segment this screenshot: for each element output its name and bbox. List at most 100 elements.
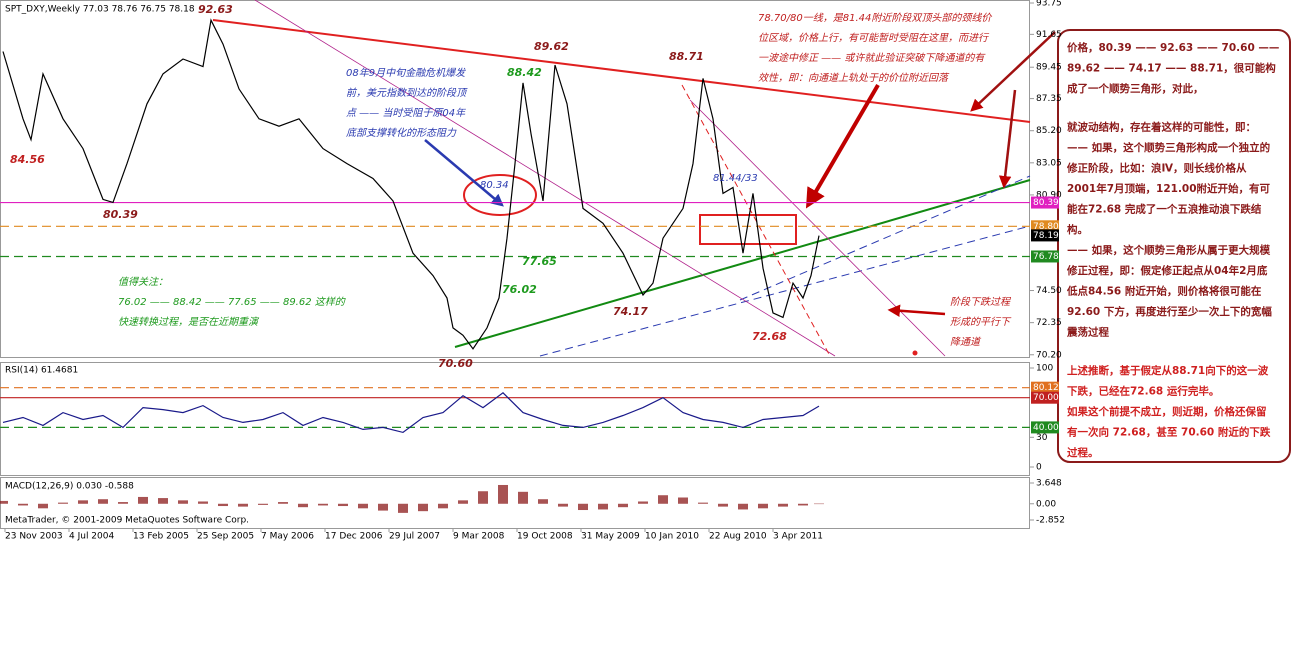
side-text: 89.62 —— 74.17 —— 88.71，很可能构	[1067, 62, 1276, 75]
highlight-ellipse	[463, 174, 537, 216]
macd-bar	[138, 496, 148, 504]
arrow	[805, 83, 880, 209]
macd-bar	[438, 503, 448, 509]
macd-bar	[318, 503, 328, 506]
channel-line	[539, 225, 1031, 357]
y-tick-label: 85.20	[1036, 126, 1062, 136]
arrow	[970, 31, 1056, 112]
macd-bar	[498, 484, 508, 504]
rsi-title: RSI(14) 61.4681	[5, 366, 78, 376]
x-tick-label: 13 Feb 2005	[133, 532, 189, 542]
x-tick-label: 7 May 2006	[261, 532, 314, 542]
x-tick-label: 10 Jan 2010	[645, 532, 699, 542]
y-tick-label: 30	[1036, 433, 1048, 443]
macd-bar	[298, 503, 308, 508]
price-label: 74.17	[613, 305, 648, 318]
side-text: 震荡过程	[1066, 326, 1109, 339]
annotation: 一波途中修正 —— 或许就此验证突破下降通道的有	[758, 52, 986, 64]
annotation: 快速转换过程，是否在近期重演	[118, 316, 260, 328]
level-label: 70.00	[1033, 393, 1059, 403]
macd-bar	[198, 501, 208, 504]
x-tick-label: 23 Nov 2003	[5, 532, 63, 542]
macd-bar	[618, 503, 628, 508]
macd-bar	[278, 502, 288, 504]
y-tick-label: -2.852	[1036, 516, 1065, 526]
side-text: 能在72.68 完成了一个五浪推动浪下跌结	[1067, 203, 1262, 216]
annotation: 78.70/80一线，是81.44附近阶段双顶头部的颈线价	[758, 12, 992, 24]
macd-bar	[814, 503, 824, 505]
x-tick-label: 25 Sep 2005	[197, 532, 254, 542]
x-tick-label: 19 Oct 2008	[517, 532, 573, 542]
annotation: 08年9月中旬金融危机爆发	[346, 67, 466, 79]
x-tick-label: 3 Apr 2011	[773, 532, 823, 542]
macd-bar	[58, 502, 68, 504]
x-tick-label: 9 Mar 2008	[453, 532, 505, 542]
side-text: 过程。	[1067, 446, 1099, 459]
level-label: 80.39	[1033, 198, 1059, 208]
side-text: —— 如果，这个顺势三角形构成一个独立的	[1067, 141, 1270, 154]
y-tick-label: 87.35	[1036, 94, 1062, 104]
macd-bar	[738, 503, 748, 510]
macd-bar	[718, 503, 728, 507]
side-text: —— 如果，这个顺势三角形从属于更大规模	[1067, 244, 1271, 257]
annotation: 点 —— 当时受阻于原04年	[346, 107, 466, 119]
macd-bar	[458, 500, 468, 504]
y-tick-label: 83.05	[1036, 158, 1062, 168]
macd-bar	[598, 503, 608, 510]
macd-bar	[178, 500, 188, 504]
level-tag	[1031, 229, 1059, 242]
channel-line	[689, 99, 946, 357]
macd-bar	[78, 500, 88, 504]
annotation: 前，美元指数到达的阶段顶	[346, 87, 468, 99]
side-text: 92.60 下方，再度进行至少一次上下的宽幅	[1067, 305, 1272, 318]
support-line	[454, 179, 1031, 348]
chart-title: SPT_DXY,Weekly 77.03 78.76 76.75 78.18	[5, 5, 195, 15]
price-line	[2, 18, 820, 350]
resistance-line	[212, 19, 1031, 123]
macd-bar	[118, 502, 128, 504]
side-text: 构。	[1067, 223, 1088, 236]
price-line	[2, 392, 820, 434]
y-tick-label: 70.20	[1036, 350, 1062, 360]
macd-bar	[238, 503, 248, 507]
y-tick-label: 3.648	[1036, 479, 1062, 489]
side-panel	[1057, 29, 1291, 463]
price-label: 88.42	[507, 66, 542, 79]
y-tick-label: 100	[1036, 364, 1053, 374]
price-label: 92.63	[198, 3, 233, 16]
price-label: 89.62	[534, 40, 569, 53]
macd-bar	[578, 503, 588, 511]
level-label: 40.00	[1033, 423, 1059, 433]
y-tick-label: 72.35	[1036, 318, 1062, 328]
macd-bar	[418, 503, 428, 512]
macd-bar	[398, 503, 408, 513]
annotation: 底部支撑转化的形态阻力	[346, 127, 457, 139]
macd-bar	[478, 491, 488, 504]
x-tick-label: 4 Jul 2004	[69, 532, 114, 542]
arrow	[887, 304, 946, 317]
x-tick-label: 17 Dec 2006	[325, 532, 383, 542]
side-text: 下跌，已经在72.68 运行完毕。	[1067, 385, 1219, 398]
copyright: MetaTrader, © 2001-2009 MetaQuotes Softw…	[5, 516, 249, 526]
side-text: 如果这个前提不成立，则近期，价格还保留	[1067, 405, 1267, 418]
dot	[912, 350, 918, 356]
side-text: 有一次向 72.68，甚至 70.60 附近的下跌	[1067, 426, 1271, 439]
price-label: 77.65	[522, 255, 557, 268]
macd-bar	[778, 503, 788, 507]
level-label: 80.12	[1033, 383, 1059, 393]
annotation: 形成的平行下	[950, 316, 1012, 328]
side-text: 修正阶段，比如：浪Ⅳ，则长线价格从	[1066, 162, 1247, 175]
annotation: 阶段下跌过程	[950, 296, 1012, 308]
macd-bar	[658, 495, 668, 504]
price-label: 70.60	[438, 357, 473, 370]
side-text: 低点84.56 附近开始，则价格将很可能在	[1066, 285, 1262, 298]
annotation: 效性，即：向通道上轨处于的价位附近回落	[758, 72, 950, 84]
price-label: 76.02	[502, 283, 537, 296]
macd-bar	[698, 502, 708, 504]
arrow	[424, 139, 504, 207]
macd-bar	[798, 503, 808, 506]
level-tag	[1031, 381, 1059, 394]
level-tag	[1031, 421, 1059, 434]
macd-bar	[558, 503, 568, 507]
